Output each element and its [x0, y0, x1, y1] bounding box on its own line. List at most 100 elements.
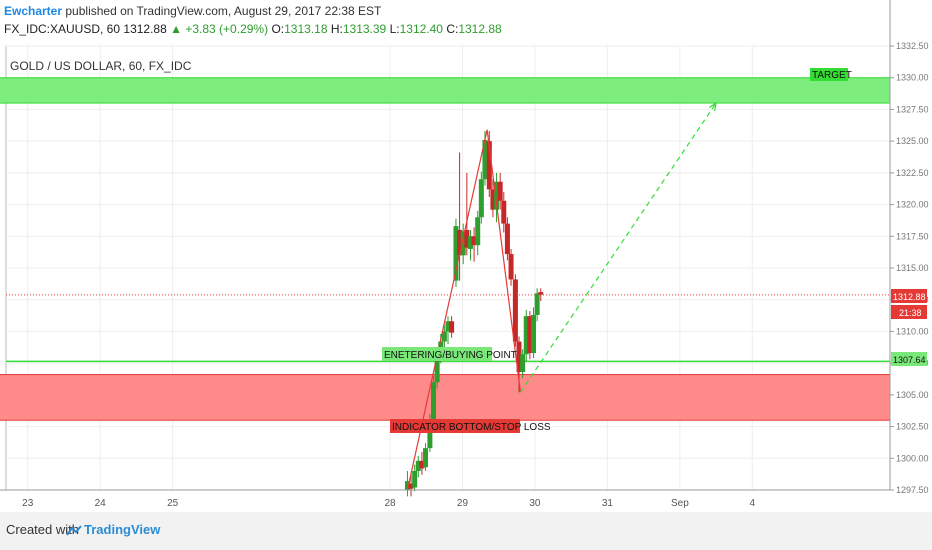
candle-body [419, 460, 425, 469]
up-arrow-icon: ▲ [170, 22, 183, 36]
tradingview-logo-icon [66, 525, 82, 536]
candle-body [415, 460, 421, 471]
target-zone [0, 77, 891, 104]
y-tick-label: 1315.00 [896, 263, 929, 273]
price-chart[interactable]: 1297.501300.001302.501305.001307.501310.… [0, 0, 932, 512]
candle-body [534, 293, 540, 315]
chart-title: GOLD / US DOLLAR, 60, FX_IDC [10, 59, 192, 73]
target-label-bg [810, 68, 848, 81]
candle-body [504, 223, 510, 255]
footer-bar: Created with TradingView [0, 512, 932, 550]
symbol-info: FX_IDC:XAUUSD, 60 1312.88 ▲ +3.83 (+0.29… [4, 22, 502, 36]
candle-body [412, 470, 418, 488]
candle-body [512, 279, 518, 342]
candle-body [497, 181, 503, 201]
y-tick-label: 1330.00 [896, 73, 929, 83]
candle-body [471, 236, 477, 246]
tradingview-brand[interactable]: TradingView [84, 522, 161, 537]
candle-body [538, 292, 544, 295]
drawings-layer [406, 101, 717, 491]
created-with-text: Created with [6, 522, 79, 537]
h-label: H: [330, 22, 343, 36]
candle-body [482, 139, 488, 180]
candle-body [441, 331, 447, 342]
arrow-head [709, 101, 717, 112]
stop-label-bg [390, 419, 520, 433]
candle-body [445, 321, 451, 332]
candle-body [423, 448, 429, 468]
candle-body [508, 254, 514, 280]
candle-body [520, 354, 526, 373]
candle-body [427, 420, 433, 449]
zigzag-line [406, 129, 522, 491]
o-value: 1313.18 [284, 22, 328, 36]
y-tick-label: 1300.00 [896, 453, 929, 463]
candle-body [464, 229, 470, 248]
symbol-line: FX_IDC:XAUUSD, 60 [4, 22, 121, 36]
target-label: TARGET [812, 70, 852, 81]
last-value: 1312.88 [123, 22, 167, 36]
author-link[interactable]: Ewcharter [4, 4, 63, 18]
o-label: O: [271, 22, 285, 36]
x-tick-label: Sep [671, 498, 689, 509]
price-axis[interactable]: 1297.501300.001302.501305.001307.501310.… [889, 0, 929, 495]
countdown-label: 21:38 [899, 308, 922, 318]
projection-arrow [519, 102, 717, 393]
entry-label-bg [382, 347, 492, 361]
candle-body [467, 236, 473, 249]
candle-body [527, 316, 533, 353]
candles-layer [404, 130, 544, 497]
candle-body [490, 189, 496, 210]
y-tick-label: 1302.50 [896, 422, 929, 432]
l-label: L: [389, 22, 400, 36]
candle-body [478, 179, 484, 218]
y-tick-label: 1310.00 [896, 326, 929, 336]
candle-body [494, 181, 500, 210]
candle-body [501, 200, 507, 224]
x-tick-label: 24 [95, 498, 107, 509]
candle-body [449, 321, 455, 333]
y-tick-label: 1297.50 [896, 485, 929, 495]
time-axis[interactable]: 23 24 25 28 29 30 31 Sep 4 [0, 489, 890, 509]
x-tick-label: 23 [22, 498, 34, 509]
c-value: 1312.88 [458, 22, 502, 36]
candle-body [486, 141, 492, 190]
candle-body [531, 314, 537, 353]
candle-body [516, 341, 522, 373]
candle-body [475, 217, 481, 246]
l-value: 1312.40 [399, 22, 443, 36]
c-label: C: [446, 22, 459, 36]
countdown-tag [891, 305, 927, 319]
x-tick-label: 31 [602, 498, 614, 509]
x-tick-label: 25 [167, 498, 179, 509]
entry-label: ENETERING/BUYING POINT [384, 350, 517, 361]
candle-body [460, 231, 466, 256]
x-tick-label: 29 [457, 498, 469, 509]
y-tick-label: 1332.50 [896, 41, 929, 51]
last-price-tag [891, 289, 927, 303]
entry-price-tag [891, 352, 927, 366]
candle-body [434, 356, 440, 383]
candle-body [431, 382, 437, 421]
zones-layer [0, 77, 891, 421]
y-tick-label: 1320.00 [896, 200, 929, 210]
candle-body [523, 316, 529, 355]
candle-body [453, 226, 459, 281]
stop-label: INDICATOR BOTTOM/STOP LOSS [392, 422, 551, 433]
x-tick-label: 4 [750, 498, 756, 509]
candle-body [408, 483, 414, 489]
entry-price-label: 1307.64 [893, 355, 926, 365]
x-tick-label: 28 [384, 498, 396, 509]
y-tick-label: 1325.00 [896, 136, 929, 146]
y-tick-label: 1322.50 [896, 168, 929, 178]
change-value: +3.83 (+0.29%) [185, 22, 269, 36]
publish-text: published on TradingView.com, August 29,… [65, 4, 382, 18]
x-tick-label: 30 [529, 498, 541, 509]
y-tick-label: 1327.50 [896, 104, 929, 114]
y-tick-label: 1317.50 [896, 231, 929, 241]
candle-body [404, 481, 410, 490]
h-value: 1313.39 [342, 22, 387, 36]
last-price-label: 1312.88 [893, 292, 926, 302]
stop-loss-zone [0, 374, 891, 421]
publish-info: Ewcharter published on TradingView.com, … [4, 4, 381, 18]
